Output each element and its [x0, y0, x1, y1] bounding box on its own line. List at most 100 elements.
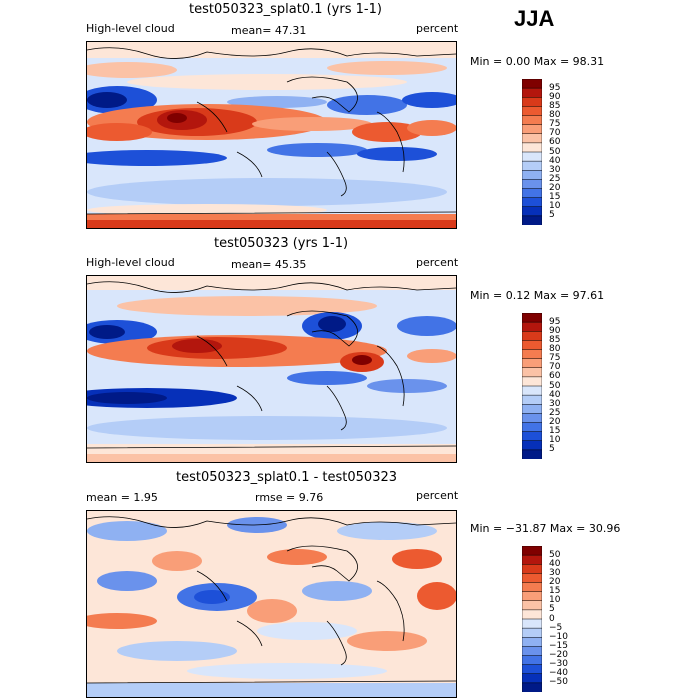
colorbar-tick-label: 15 — [549, 192, 561, 203]
colorbar-swatch — [521, 637, 543, 648]
panel2-min-max: Min = 0.12 Max = 97.61 — [470, 289, 605, 302]
colorbar-tick-label: 15 — [549, 586, 561, 597]
colorbar-swatch — [521, 591, 543, 602]
colorbar-tick-label: 90 — [549, 91, 561, 102]
colorbar-swatch — [521, 179, 543, 190]
colorbar-swatch — [521, 367, 543, 378]
colorbar-swatch — [521, 627, 543, 638]
panel3-title: test050323_splat0.1 - test050323 — [176, 470, 398, 485]
colorbar-swatch — [521, 582, 543, 593]
colorbar-swatch — [521, 600, 543, 611]
colorbar-swatch — [521, 573, 543, 584]
colorbar-tick-label: 95 — [549, 82, 561, 93]
panel3-field-plot — [87, 511, 456, 697]
colorbar-tick-label: 10 — [549, 595, 561, 606]
colorbar-swatch — [521, 655, 543, 666]
panel1-variable-label: High-level cloud — [86, 22, 175, 35]
colorbar-swatch — [521, 215, 543, 226]
panel3-mean-label: mean = 1.95 — [86, 491, 158, 504]
colorbar-swatch — [521, 97, 543, 108]
colorbar-swatch — [521, 78, 543, 89]
colorbar-tick-label: 75 — [549, 119, 561, 130]
colorbar-swatch — [521, 358, 543, 369]
colorbar-swatch — [521, 188, 543, 199]
colorbar-tick-label: −5 — [549, 622, 563, 633]
colorbar-swatch — [521, 87, 543, 98]
colorbar-tick-label: 25 — [549, 173, 561, 184]
colorbar-tick-label: 80 — [549, 344, 561, 354]
colorbar-swatch — [521, 170, 543, 181]
colorbar-swatch — [521, 394, 543, 405]
colorbar-swatch — [521, 682, 543, 693]
colorbar-tick-label: 70 — [549, 128, 561, 139]
panel2-colorbar-swatches — [521, 312, 543, 460]
colorbar-tick-label: −20 — [549, 650, 568, 660]
colorbar-tick-label: −40 — [549, 668, 568, 679]
colorbar-swatch — [521, 133, 543, 144]
colorbar-swatch — [521, 431, 543, 442]
colorbar-swatch — [521, 564, 543, 575]
colorbar-swatch — [521, 664, 543, 675]
panel3-units-label: percent — [416, 489, 459, 502]
colorbar-swatch — [521, 349, 543, 360]
colorbar-tick-label: 50 — [549, 146, 561, 157]
colorbar-tick-label: 95 — [549, 316, 561, 327]
colorbar-tick-label: 10 — [549, 435, 561, 446]
season-label: JJA — [514, 6, 555, 31]
colorbar-swatch — [521, 440, 543, 451]
colorbar-tick-label: 40 — [549, 155, 561, 166]
panel1-colorbar-swatches — [521, 78, 543, 226]
colorbar-swatch — [521, 422, 543, 433]
colorbar-tick-label: 5 — [549, 210, 555, 221]
colorbar-tick-label: 60 — [549, 137, 561, 148]
panel1-min-max: Min = 0.00 Max = 98.31 — [470, 55, 605, 68]
colorbar-tick-label: 25 — [549, 407, 561, 418]
colorbar-tick-label: 85 — [549, 334, 561, 345]
colorbar-tick-label: 85 — [549, 100, 561, 111]
colorbar-tick-label: 10 — [549, 201, 561, 212]
colorbar-tick-label: −15 — [549, 640, 568, 651]
panel3-min-max: Min = −31.87 Max = 30.96 — [470, 522, 621, 535]
colorbar-swatch — [521, 312, 543, 323]
colorbar-tick-label: 30 — [549, 164, 561, 175]
colorbar-swatch — [521, 554, 543, 565]
colorbar-tick-label: 30 — [549, 567, 561, 578]
colorbar-tick-label: 20 — [549, 183, 561, 193]
colorbar-tick-label: 30 — [549, 398, 561, 409]
colorbar-swatch — [521, 340, 543, 351]
colorbar-swatch — [521, 413, 543, 424]
colorbar-swatch — [521, 151, 543, 162]
colorbar-tick-label: −30 — [549, 659, 568, 670]
colorbar-tick-label: −10 — [549, 631, 568, 642]
colorbar-tick-label: 50 — [549, 549, 561, 560]
panel2-colorbar: 95 90 85 80 75 70 60 50 40 30 25 20 15 10 5 — [521, 312, 582, 460]
colorbar-swatch — [521, 404, 543, 415]
colorbar-tick-label: 15 — [549, 426, 561, 437]
colorbar-swatch — [521, 206, 543, 217]
colorbar-tick-label: 50 — [549, 380, 561, 391]
panel3-map — [86, 510, 457, 698]
panel1-mean-label: mean= 47.31 — [231, 24, 307, 37]
colorbar-swatch — [521, 106, 543, 117]
panel2-units-label: percent — [416, 256, 459, 269]
colorbar-swatch — [521, 197, 543, 208]
colorbar-tick-label: 80 — [549, 110, 561, 120]
panel1-field-plot — [87, 42, 456, 228]
panel1-map — [86, 41, 457, 229]
panel1-units-label: percent — [416, 22, 459, 35]
colorbar-swatch — [521, 331, 543, 342]
colorbar-swatch — [521, 321, 543, 332]
colorbar-swatch — [521, 115, 543, 126]
colorbar-swatch — [521, 376, 543, 387]
colorbar-tick-label: 0 — [549, 613, 555, 624]
colorbar-tick-label: 40 — [549, 389, 561, 400]
panel2-variable-label: High-level cloud — [86, 256, 175, 269]
colorbar-tick-label: 20 — [549, 577, 561, 587]
panel1-colorbar: 95 90 85 80 75 70 60 50 40 30 25 20 15 10 5 — [521, 78, 582, 226]
panel2-map — [86, 275, 457, 463]
colorbar-swatch — [521, 618, 543, 629]
colorbar-swatch — [521, 646, 543, 657]
colorbar-tick-label: 20 — [549, 417, 561, 427]
colorbar-tick-label: 60 — [549, 371, 561, 382]
panel2-field-plot — [87, 276, 456, 462]
